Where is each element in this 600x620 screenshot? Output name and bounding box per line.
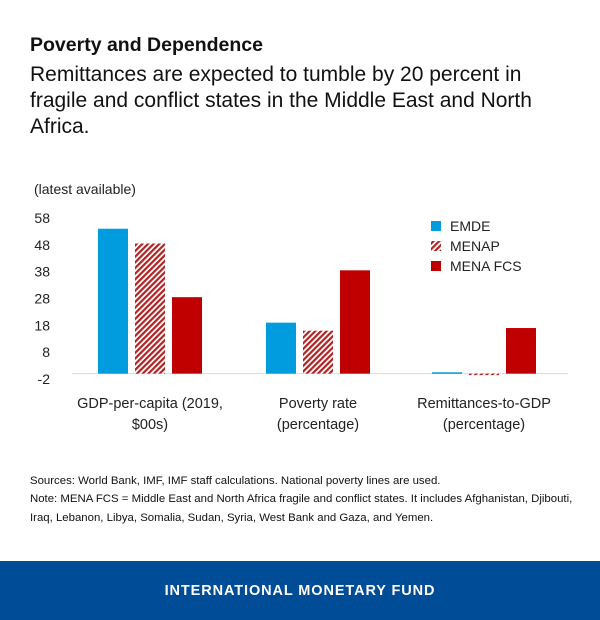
chart-title: Poverty and Dependence	[30, 34, 263, 56]
bar-mena-fcs-1	[340, 270, 370, 374]
bar-menap-0	[135, 243, 165, 374]
bar-mena-fcs-0	[172, 297, 202, 374]
footer-banner: INTERNATIONAL MONETARY FUND	[0, 561, 600, 620]
category-label: Poverty rate	[279, 396, 357, 412]
chart-subtitle: Remittances are expected to tumble by 20…	[30, 63, 532, 138]
legend-swatch-menap	[431, 241, 441, 251]
legend-label: MENA FCS	[450, 258, 522, 274]
legend-label: MENAP	[450, 238, 500, 254]
y-tick-label: 18	[34, 317, 50, 333]
y-tick-label: -2	[38, 371, 51, 387]
footer-label: INTERNATIONAL MONETARY FUND	[164, 582, 436, 599]
y-tick-label: 8	[42, 344, 50, 360]
bar-emde-0	[98, 228, 128, 374]
footnote: Note: MENA FCS = Middle East and North A…	[30, 493, 573, 524]
unit-label: (latest available)	[34, 181, 136, 197]
category-label: (percentage)	[277, 417, 359, 433]
y-tick-label: 28	[34, 291, 50, 307]
legend: EMDE MENAP MENA FCS	[431, 218, 522, 274]
legend-label: EMDE	[450, 218, 490, 234]
category-label: GDP-per-capita (2019,	[77, 396, 223, 412]
legend-swatch-mena-fcs	[431, 261, 441, 271]
legend-swatch-emde	[431, 221, 441, 231]
bar-mena-fcs-2	[506, 328, 536, 374]
y-tick-label: 58	[34, 210, 50, 226]
bar-menap-1	[303, 330, 333, 374]
category-label: (percentage)	[443, 417, 525, 433]
category-label: $00s)	[132, 417, 168, 433]
category-label: Remittances-to-GDP	[417, 396, 551, 412]
bar-menap-2	[469, 373, 499, 376]
bar-emde-1	[266, 322, 296, 374]
sources-note: Sources: World Bank, IMF, IMF staff calc…	[30, 475, 441, 487]
y-tick-label: 38	[34, 264, 50, 280]
y-tick-label: 48	[34, 237, 50, 253]
bar-emde-2	[432, 372, 462, 374]
bar-chart: (latest available) 58 48 38 28 18 8 -2 GDP-per…	[34, 181, 568, 433]
